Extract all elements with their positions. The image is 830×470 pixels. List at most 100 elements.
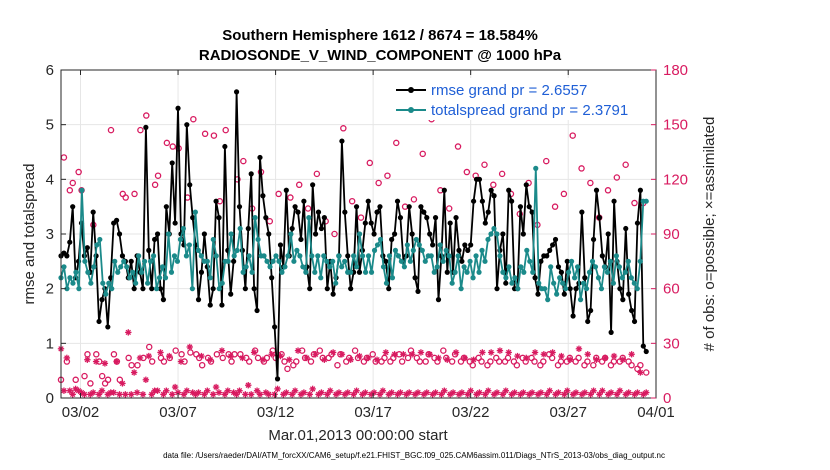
obs-possible-point (110, 351, 118, 358)
rmse-point (67, 239, 73, 245)
obs-possible-point (60, 154, 68, 161)
spread-point (82, 258, 88, 264)
spread-point (374, 242, 381, 248)
obs-possible-point (469, 361, 476, 369)
rmse-point (266, 231, 272, 237)
obs-possible-point (169, 143, 177, 150)
y-axis-right: 0 30 60 90 120 150 180 (651, 62, 688, 407)
obs-assimilated-point (329, 349, 337, 356)
spread-point (288, 231, 294, 237)
spread-point (276, 258, 282, 264)
rmse-point (219, 302, 225, 308)
obs-assimilated-point (549, 349, 556, 356)
obs-assimilated-point (476, 389, 483, 396)
spread-point (365, 253, 372, 259)
spread-point (67, 275, 73, 281)
rmse-point (84, 245, 90, 251)
spread-point (162, 275, 169, 281)
obs-possible-point (125, 354, 132, 362)
obs-possible-point (284, 365, 291, 373)
spread-point (76, 286, 82, 292)
rmse-point (406, 204, 412, 210)
obs-possible-point (578, 165, 585, 172)
rmse-point (356, 269, 363, 275)
rmse-point (128, 258, 134, 264)
spread-point (434, 264, 440, 270)
spread-point (563, 286, 569, 292)
spread-point (377, 236, 384, 243)
obs-possible-point (316, 347, 324, 354)
obs-assimilated-point (540, 351, 548, 358)
spread-point (580, 280, 587, 286)
obs-possible-point (72, 376, 79, 384)
spread-point (94, 242, 100, 248)
rmse-point (160, 297, 167, 303)
obs-possible-point (98, 372, 106, 380)
rmse-point (623, 225, 629, 232)
obs-possible-point (495, 358, 503, 365)
obs-assimilated-point (198, 352, 205, 360)
obs-possible-point (628, 361, 635, 369)
rmse-point (631, 318, 638, 325)
obs-possible-point (366, 159, 374, 167)
spread-point (595, 275, 602, 281)
spread-point (419, 247, 425, 253)
spread-point (398, 258, 404, 264)
spread-point (619, 275, 625, 281)
rmse-point (558, 269, 564, 275)
obs-possible-point (404, 354, 412, 362)
y2-tick-label: 0 (663, 390, 671, 407)
rmse-point (295, 209, 301, 215)
spread-point (446, 253, 452, 259)
rmse-point (520, 231, 526, 237)
rmse-point (119, 253, 126, 259)
spread-point (219, 280, 225, 286)
spread-point (330, 258, 336, 264)
rmse-point (175, 105, 181, 111)
spread-point (255, 236, 261, 243)
spread-point (124, 264, 130, 270)
obs-assimilated-point (438, 391, 445, 398)
obs-possible-point (543, 157, 550, 165)
obs-assimilated-point (502, 387, 509, 394)
y2-tick-label: 90 (663, 226, 680, 243)
y2-axis-label: # of obs: o=possible; ×=assimilated (701, 117, 718, 352)
obs-possible-point (637, 361, 644, 369)
rmse-point (444, 269, 450, 275)
spread-point (362, 269, 369, 275)
obs-possible-point (228, 358, 235, 365)
rmse-point (64, 253, 70, 259)
spread-point (130, 269, 136, 275)
rmse-point (310, 182, 316, 188)
obs-assimilated-point (578, 391, 586, 398)
obs-possible-point (69, 179, 77, 187)
obs-assimilated-point (318, 389, 325, 396)
obs-assimilated-point (616, 387, 624, 394)
obs-possible-point (143, 112, 150, 119)
spread-point (583, 286, 590, 292)
spread-point (512, 275, 518, 281)
obs-possible-point (381, 354, 388, 362)
rmse-point (538, 258, 544, 264)
rmse-point (482, 220, 488, 226)
rmse-point (383, 258, 389, 264)
obs-possible-point (134, 361, 141, 369)
spread-point (303, 269, 309, 275)
obs-possible-point (351, 347, 359, 354)
obs-possible-point (410, 196, 418, 203)
spread-point (279, 269, 285, 275)
spread-point (207, 275, 213, 281)
spread-point (467, 258, 473, 264)
rmse-point (494, 286, 500, 292)
obs-possible-point (331, 230, 338, 238)
obs-possible-point (219, 354, 227, 362)
obs-assimilated-point (277, 352, 284, 360)
obs-possible-point (560, 190, 568, 198)
rmse-point (348, 286, 354, 292)
rmse-point (116, 231, 123, 237)
spread-point (452, 269, 458, 275)
spread-point (404, 242, 410, 248)
obs-possible-point (504, 354, 512, 362)
spread-point (607, 258, 614, 264)
rmse-point (324, 286, 330, 292)
